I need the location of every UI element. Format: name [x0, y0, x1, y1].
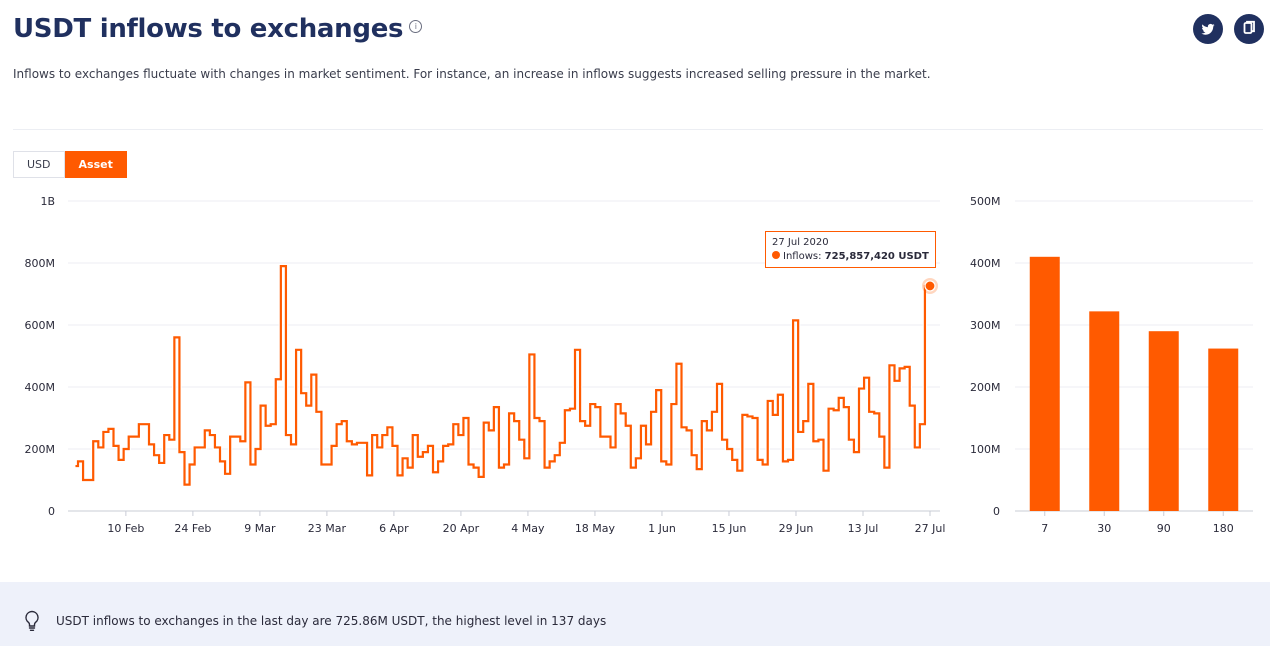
bar-y-tick-label: 300M	[970, 319, 1001, 332]
insight-text: USDT inflows to exchanges in the last da…	[56, 614, 607, 628]
x-tick-label: 29 Jun	[779, 522, 814, 535]
y-tick-label: 600M	[25, 319, 56, 332]
unit-toggle[interactable]: USD Asset	[13, 151, 127, 178]
x-tick-label: 4 May	[511, 522, 545, 535]
x-tick-label: 24 Feb	[174, 522, 211, 535]
toggle-usd[interactable]: USD	[13, 151, 65, 178]
bar-180	[1208, 348, 1239, 511]
bar-category-label: 180	[1213, 522, 1234, 535]
inflow-line	[75, 265, 930, 486]
y-tick-label: 1B	[40, 195, 55, 208]
toggle-asset[interactable]: Asset	[64, 151, 127, 178]
x-tick-label: 15 Jun	[712, 522, 747, 535]
y-tick-label: 200M	[25, 443, 56, 456]
bar-y-tick-label: 200M	[970, 381, 1001, 394]
x-tick-label: 1 Jun	[648, 522, 676, 535]
x-tick-label: 9 Mar	[244, 522, 276, 535]
x-tick-label: 13 Jul	[848, 522, 879, 535]
twitter-share-button[interactable]	[1193, 14, 1223, 44]
bar-category-label: 30	[1097, 522, 1111, 535]
bar-y-tick-label: 500M	[970, 195, 1001, 208]
copy-icon	[1243, 20, 1255, 34]
inflow-line-halo	[75, 263, 930, 487]
highlight-point	[924, 280, 936, 292]
tooltip-date: 27 Jul 2020	[772, 237, 829, 248]
info-icon[interactable]: i	[409, 20, 423, 33]
tooltip-value: 725,857,420 USDT	[824, 251, 929, 262]
insight-bar: USDT inflows to exchanges in the last da…	[0, 582, 1270, 646]
x-tick-label: 20 Apr	[443, 522, 480, 535]
copy-share-button[interactable]	[1234, 14, 1264, 44]
bar-7	[1029, 256, 1060, 511]
x-tick-label: 27 Jul	[915, 522, 946, 535]
page-subtitle: Inflows to exchanges fluctuate with chan…	[13, 67, 931, 81]
bar-category-label: 90	[1157, 522, 1171, 535]
y-tick-label: 400M	[25, 381, 56, 394]
x-tick-label: 23 Mar	[308, 522, 347, 535]
bar-y-tick-label: 0	[993, 505, 1000, 518]
x-tick-label: 18 May	[575, 522, 616, 535]
bar-30	[1089, 311, 1120, 511]
tooltip-row: Inflows: 725,857,420 USDT	[772, 250, 929, 264]
series-dot-icon	[772, 251, 780, 259]
chart-canvas: 0 200M 400M 600M 800M 1B 10 Feb 24 Feb 9 Mar 23 M…	[25, 195, 1253, 535]
chart-tooltip: 27 Jul 2020 Inflows: 725,857,420 USDT	[765, 231, 936, 268]
bar-category-label: 7	[1041, 522, 1048, 535]
bar-y-tick-label: 400M	[970, 257, 1001, 270]
bar-y-tick-label: 100M	[970, 443, 1001, 456]
x-tick-label: 6 Apr	[379, 522, 409, 535]
lightbulb-icon	[25, 610, 39, 631]
page-title: USDT inflows to exchanges i	[13, 14, 423, 44]
divider	[13, 129, 1263, 130]
y-tick-label: 800M	[25, 257, 56, 270]
page-title-text: USDT inflows to exchanges	[13, 14, 404, 44]
y-tick-label: 0	[48, 505, 55, 518]
bar-90	[1148, 331, 1179, 511]
x-tick-label: 10 Feb	[107, 522, 144, 535]
twitter-icon	[1201, 23, 1215, 35]
tooltip-label: Inflows	[783, 251, 819, 262]
